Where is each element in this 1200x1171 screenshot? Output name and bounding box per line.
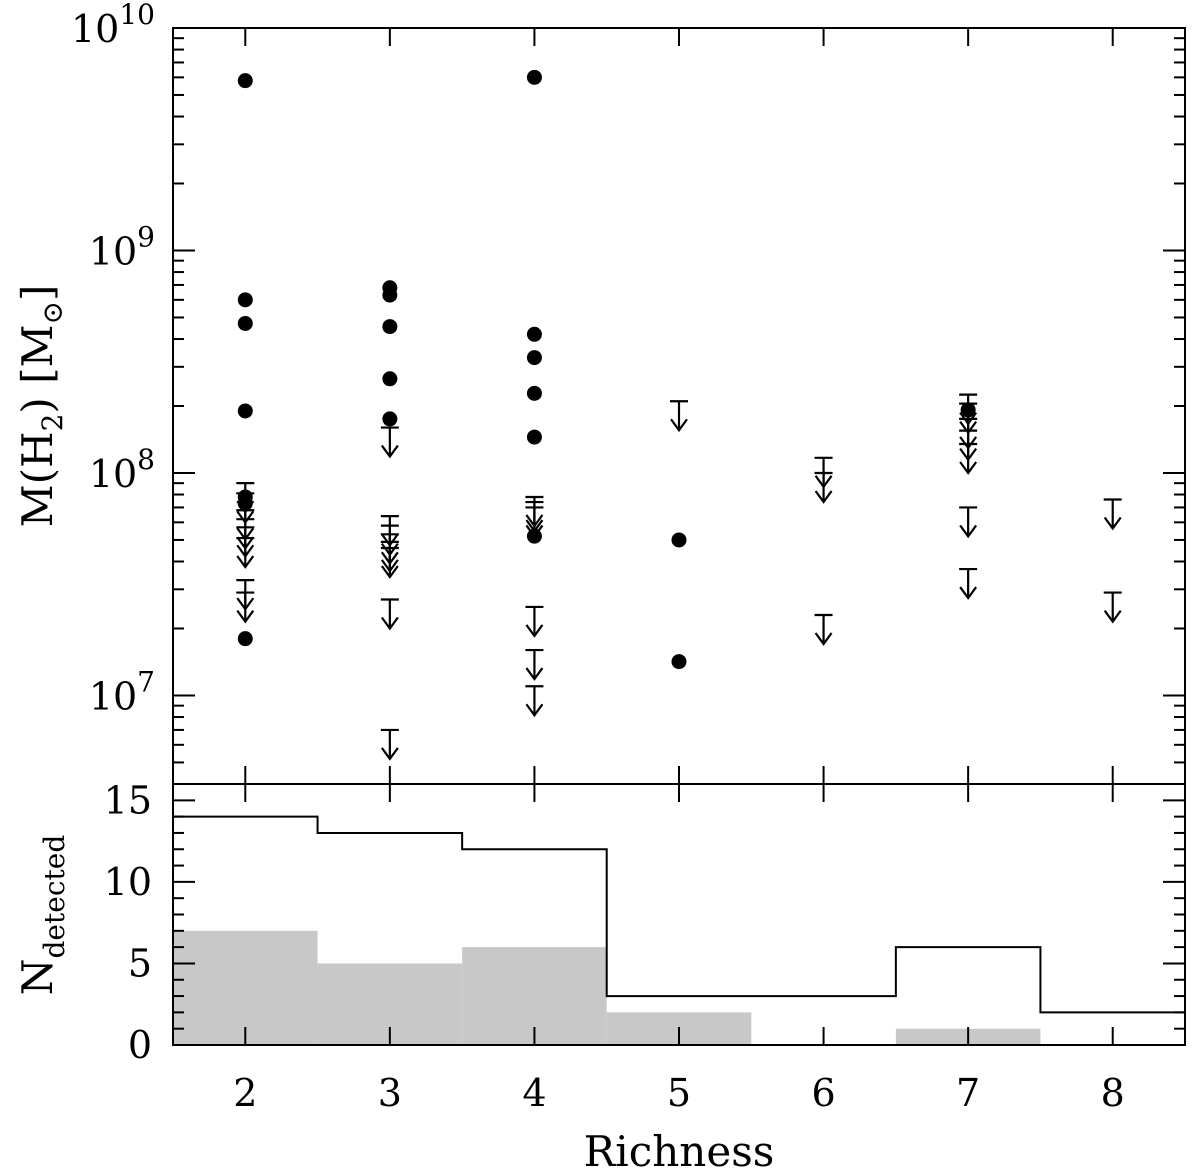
top-y-tick-label-exponent: 9 xyxy=(137,220,155,253)
upper-limit-arrowhead xyxy=(1103,516,1122,531)
top-y-axis-title-main: M(H xyxy=(13,431,62,527)
upper-limit-arrowhead xyxy=(525,703,544,718)
top-y-axis-title-sub: 2 xyxy=(36,414,69,432)
upper-limit-arrowhead xyxy=(670,418,688,433)
bottom-y-tick-label: 15 xyxy=(104,778,152,822)
detection-point xyxy=(382,411,398,427)
detection-point xyxy=(671,654,687,670)
upper-limit-marker xyxy=(236,591,255,624)
upper-limit-marker xyxy=(380,598,399,631)
top-y-tick-label-base: 10 xyxy=(89,229,137,273)
detection-point xyxy=(526,385,542,401)
upper-limit-arrowhead xyxy=(959,524,978,539)
bottom-step-outline xyxy=(173,815,1185,1014)
upper-limit-arrowhead xyxy=(525,524,544,539)
detection-point xyxy=(237,292,253,308)
detection-point xyxy=(237,315,253,331)
top-y-tick-label: 108 xyxy=(89,443,155,496)
upper-limit-marker xyxy=(525,506,544,539)
upper-limit-marker xyxy=(380,546,399,579)
bottom-y-axis-title: Ndetected xyxy=(13,835,71,996)
detection-point xyxy=(671,532,687,548)
bottom-y-tick-label: 5 xyxy=(128,941,152,985)
detected-bar xyxy=(173,930,318,1045)
detection-point xyxy=(526,69,542,85)
bottom-y-axis-title-sub: detected xyxy=(38,835,71,959)
upper-limit-marker xyxy=(814,613,833,646)
top-ticks xyxy=(173,27,1185,785)
x-tick-label: 8 xyxy=(1101,1071,1125,1115)
top-y-axis-title-unit-open: ) [M xyxy=(13,324,62,413)
upper-limit-marker xyxy=(670,400,688,433)
x-tick-label: 2 xyxy=(233,1071,257,1115)
detection-point xyxy=(382,287,398,303)
upper-limit-marker xyxy=(959,567,978,600)
top-y-tick-label-exponent: 7 xyxy=(137,665,155,698)
detection-point xyxy=(237,403,253,419)
top-points xyxy=(236,69,1122,761)
top-y-tick-label-exponent: 10 xyxy=(119,0,155,31)
upper-limit-arrowhead xyxy=(814,632,833,646)
upper-limit-arrowhead xyxy=(380,616,399,631)
bottom-y-tick-label: 0 xyxy=(128,1023,152,1067)
upper-limit-marker xyxy=(380,728,399,761)
upper-limit-marker xyxy=(1103,498,1122,531)
top-y-axis-title-unit-close: ] xyxy=(13,285,62,301)
x-tick-label: 6 xyxy=(811,1071,835,1115)
upper-limit-arrowhead xyxy=(525,667,544,681)
detection-point xyxy=(526,350,542,366)
upper-limit-arrowhead xyxy=(380,444,399,459)
top-y-tick-label-exponent: 8 xyxy=(137,443,155,476)
upper-limit-arrowhead xyxy=(380,747,399,761)
x-tick-label: 3 xyxy=(378,1071,402,1115)
x-axis-title: Richness xyxy=(584,1127,775,1171)
top-y-tick-label: 107 xyxy=(89,665,155,718)
bottom-ticks xyxy=(173,783,1185,1046)
top-y-tick-label-base: 10 xyxy=(89,674,137,718)
upper-limit-arrowhead xyxy=(236,555,255,569)
upper-limit-marker xyxy=(525,605,544,638)
detection-point xyxy=(526,429,542,445)
upper-limit-arrowhead xyxy=(959,461,978,475)
upper-limit-marker xyxy=(959,506,978,539)
upper-limit-arrowhead xyxy=(1103,609,1122,624)
detection-point xyxy=(382,371,398,387)
upper-limit-marker xyxy=(1103,591,1122,624)
upper-limit-arrowhead xyxy=(236,609,255,624)
upper-limit-arrowhead xyxy=(380,565,399,579)
upper-limit-marker xyxy=(525,685,544,718)
detection-point xyxy=(526,326,542,342)
bottom-tick-labels: 2 3 4 5 6 7 8 0 5 10 15 xyxy=(104,778,1125,1115)
top-y-axis-title: M(H2) [M⊙] xyxy=(13,285,69,528)
top-y-tick-label: 109 xyxy=(89,220,155,273)
upper-limit-arrowhead xyxy=(814,490,833,504)
upper-limit-arrowhead xyxy=(525,624,544,638)
bottom-panel: 2 3 4 5 6 7 8 0 5 10 15 Ndetected Richness xyxy=(13,778,1186,1171)
top-y-tick-label: 1010 xyxy=(71,0,155,51)
bottom-y-tick-label: 10 xyxy=(104,860,152,904)
top-y-tick-label-base: 10 xyxy=(71,7,119,51)
upper-limit-marker xyxy=(236,536,255,569)
x-tick-label: 5 xyxy=(667,1071,691,1115)
top-y-tick-label-base: 10 xyxy=(89,452,137,496)
top-y-axis-title-unit-symbol: ⊙ xyxy=(36,301,69,324)
bottom-y-axis-title-main: N xyxy=(13,959,62,996)
upper-limit-marker xyxy=(380,426,399,459)
upper-limit-marker xyxy=(959,442,978,475)
upper-limit-marker xyxy=(814,471,833,504)
detection-point xyxy=(382,319,398,335)
upper-limit-arrowhead xyxy=(959,586,978,600)
detection-point xyxy=(237,631,253,647)
detection-point xyxy=(237,73,253,89)
upper-limit-marker xyxy=(525,648,544,681)
x-tick-label: 7 xyxy=(956,1071,980,1115)
x-tick-label: 4 xyxy=(522,1071,546,1115)
bottom-plot-frame xyxy=(172,783,1186,1046)
